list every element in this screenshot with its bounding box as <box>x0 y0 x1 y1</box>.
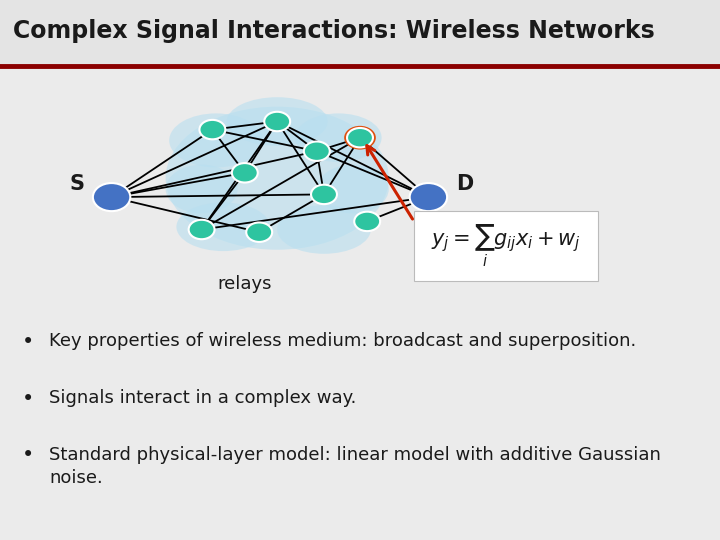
FancyBboxPatch shape <box>0 0 720 65</box>
Text: •: • <box>22 446 34 465</box>
Circle shape <box>93 183 130 211</box>
Text: •: • <box>22 389 34 409</box>
Ellipse shape <box>166 106 389 249</box>
Ellipse shape <box>277 205 371 254</box>
Circle shape <box>246 222 272 242</box>
Circle shape <box>344 126 376 150</box>
Circle shape <box>199 120 225 139</box>
Ellipse shape <box>166 165 238 213</box>
Ellipse shape <box>295 113 382 162</box>
Ellipse shape <box>176 202 270 251</box>
Circle shape <box>264 112 290 131</box>
Circle shape <box>232 163 258 183</box>
Text: Complex Signal Interactions: Wireless Networks: Complex Signal Interactions: Wireless Ne… <box>13 19 654 43</box>
Circle shape <box>347 128 373 147</box>
Circle shape <box>304 141 330 161</box>
Circle shape <box>354 212 380 231</box>
FancyBboxPatch shape <box>414 211 598 281</box>
Ellipse shape <box>227 97 328 146</box>
Circle shape <box>189 220 215 239</box>
Ellipse shape <box>317 165 389 213</box>
Text: Standard physical-layer model: linear model with additive Gaussian
noise.: Standard physical-layer model: linear mo… <box>49 446 661 487</box>
Text: Signals interact in a complex way.: Signals interact in a complex way. <box>49 389 356 407</box>
Circle shape <box>311 185 337 204</box>
Circle shape <box>410 183 447 211</box>
Text: D: D <box>456 174 473 194</box>
Text: $y_j = \sum_i g_{ij} x_i + w_j$: $y_j = \sum_i g_{ij} x_i + w_j$ <box>431 222 581 269</box>
Text: •: • <box>22 332 34 352</box>
Text: Key properties of wireless medium: broadcast and superposition.: Key properties of wireless medium: broad… <box>49 332 636 350</box>
Ellipse shape <box>169 113 263 167</box>
Text: S: S <box>69 174 84 194</box>
Text: relays: relays <box>217 275 272 293</box>
